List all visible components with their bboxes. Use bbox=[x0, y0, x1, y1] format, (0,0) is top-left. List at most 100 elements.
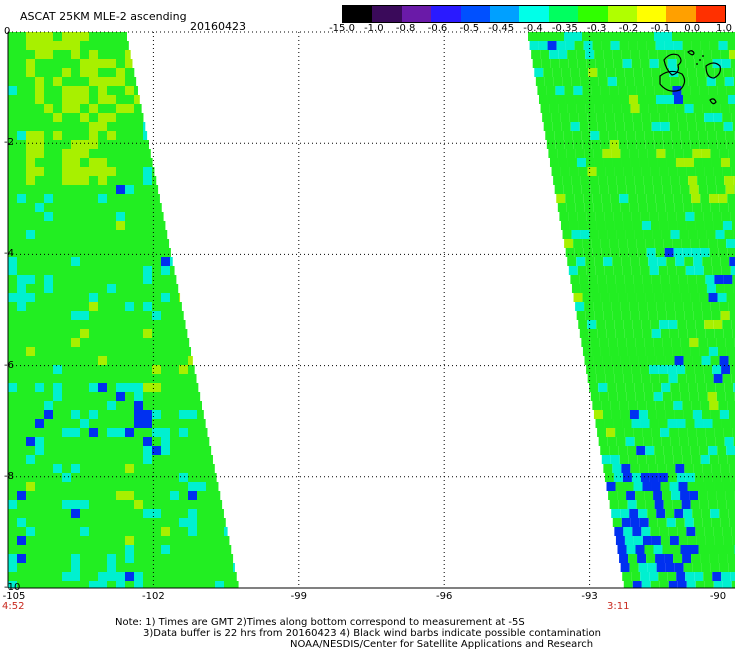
swath-cell bbox=[26, 32, 35, 41]
swath-cell bbox=[125, 572, 134, 581]
swath-cell bbox=[71, 437, 80, 446]
swath-cell bbox=[634, 383, 644, 392]
swath-cell bbox=[647, 410, 657, 419]
swath-cell bbox=[152, 185, 159, 194]
swath-cell bbox=[107, 374, 116, 383]
swath-cell bbox=[143, 392, 152, 401]
swath-cell bbox=[89, 149, 98, 158]
swath-cell bbox=[215, 473, 217, 482]
swath-cell bbox=[35, 500, 44, 509]
swath-cell bbox=[664, 95, 674, 104]
swath-cell bbox=[722, 374, 732, 383]
swath-cell bbox=[707, 131, 717, 140]
swath-cell bbox=[26, 518, 35, 527]
swath-cell bbox=[708, 446, 718, 455]
swath-cell bbox=[626, 392, 636, 401]
swath-cell bbox=[17, 536, 26, 545]
swath-cell bbox=[672, 293, 682, 302]
swath-cell bbox=[704, 527, 714, 536]
swath-cell bbox=[721, 266, 731, 275]
swath-cell bbox=[179, 482, 188, 491]
swath-cell bbox=[152, 284, 161, 293]
swath-cell bbox=[706, 176, 716, 185]
swath-cell bbox=[685, 572, 695, 581]
swath-cell bbox=[179, 563, 188, 572]
swath-cell bbox=[152, 491, 161, 500]
swath-cell bbox=[608, 185, 618, 194]
swath-cell bbox=[663, 347, 673, 356]
swath-cell bbox=[44, 392, 53, 401]
swath-cell bbox=[721, 473, 731, 482]
swath-cell bbox=[143, 239, 152, 248]
swath-cell bbox=[26, 77, 35, 86]
swath-cell bbox=[62, 275, 71, 284]
swath-cell bbox=[80, 464, 89, 473]
swath-cell bbox=[599, 338, 609, 347]
swath-cell bbox=[677, 113, 687, 122]
swath-cell bbox=[656, 410, 666, 419]
swath-cell bbox=[640, 572, 650, 581]
swath-cell bbox=[179, 401, 188, 410]
swath-cell bbox=[179, 392, 188, 401]
swath-cell bbox=[116, 212, 125, 221]
swath-cell bbox=[661, 284, 671, 293]
swath-cell bbox=[35, 203, 44, 212]
swath-cell bbox=[626, 185, 636, 194]
swath-cell bbox=[551, 113, 561, 122]
swath-cell bbox=[657, 50, 667, 59]
swath-cell bbox=[53, 59, 62, 68]
swath-cell bbox=[626, 545, 636, 554]
swath-cell bbox=[652, 77, 662, 86]
swath-cell bbox=[556, 41, 566, 50]
swath-cell bbox=[44, 293, 53, 302]
swath-cell bbox=[627, 32, 636, 41]
swath-cell bbox=[179, 455, 188, 464]
swath-cell bbox=[35, 572, 44, 581]
swath-cell bbox=[659, 374, 669, 383]
swath-cell bbox=[134, 140, 143, 149]
swath-cell bbox=[677, 167, 687, 176]
swath-cell bbox=[26, 257, 35, 266]
swath-cell bbox=[44, 194, 53, 203]
swath-cell bbox=[71, 473, 80, 482]
swath-cell bbox=[589, 77, 599, 86]
swath-cell bbox=[125, 131, 134, 140]
swath-cell bbox=[89, 410, 98, 419]
swath-cell bbox=[80, 50, 89, 59]
swath-cell bbox=[720, 50, 730, 59]
swath-cell bbox=[170, 374, 179, 383]
swath-cell bbox=[693, 311, 703, 320]
swath-cell bbox=[620, 509, 630, 518]
swath-cell bbox=[683, 149, 693, 158]
swath-cell bbox=[89, 221, 98, 230]
swath-cell bbox=[673, 95, 683, 104]
swath-cell bbox=[731, 581, 735, 588]
swath-cell bbox=[134, 131, 143, 140]
swath-cell bbox=[116, 365, 125, 374]
swath-cell bbox=[197, 482, 206, 491]
swath-cell bbox=[17, 518, 26, 527]
swath-cell bbox=[44, 149, 53, 158]
swath-cell bbox=[588, 275, 598, 284]
swath-cell bbox=[116, 50, 125, 59]
swath-cell bbox=[583, 41, 593, 50]
swath-cell bbox=[107, 446, 116, 455]
swath-cell bbox=[676, 365, 686, 374]
swath-cell bbox=[80, 41, 89, 50]
swath-cell bbox=[26, 374, 35, 383]
swath-cell bbox=[733, 383, 735, 392]
swath-cell bbox=[62, 293, 71, 302]
swath-cell bbox=[143, 311, 152, 320]
swath-cell bbox=[62, 284, 71, 293]
swath-cell bbox=[733, 176, 735, 185]
swath-cell bbox=[170, 464, 179, 473]
swath-cell bbox=[161, 374, 170, 383]
swath-cell bbox=[125, 491, 134, 500]
swath-cell bbox=[188, 518, 197, 527]
swath-cell bbox=[558, 158, 568, 167]
swath-cell bbox=[726, 347, 735, 356]
latitude-tick-label: -8 bbox=[4, 470, 14, 482]
swath-cell bbox=[591, 32, 600, 41]
swath-cell bbox=[26, 482, 35, 491]
swath-cell bbox=[680, 131, 690, 140]
